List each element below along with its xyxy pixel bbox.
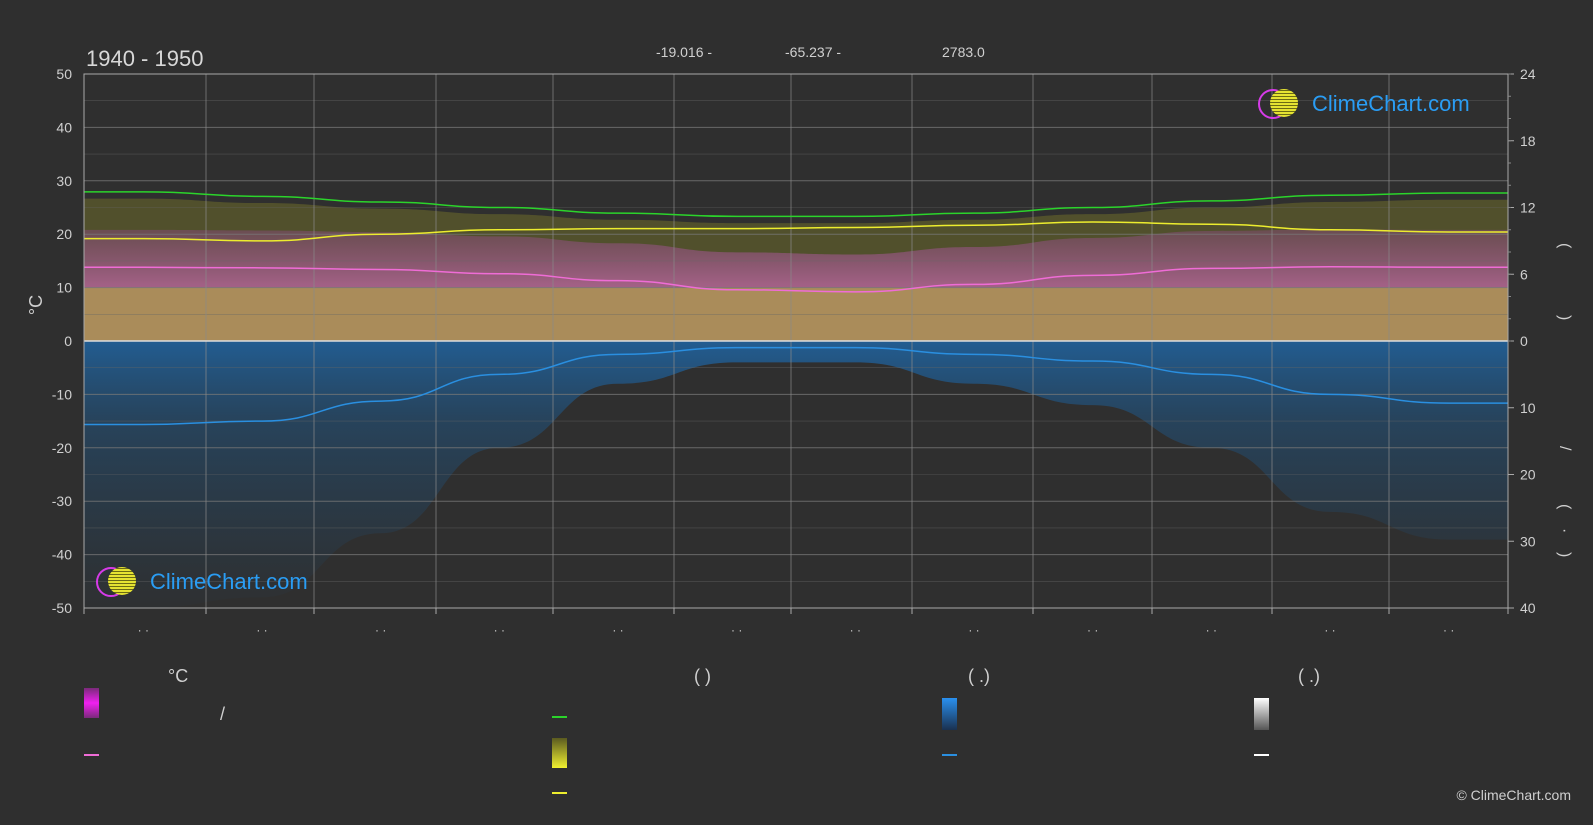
- legend-swatch-temp-range: [84, 688, 99, 718]
- grid-lines: [84, 73, 1508, 609]
- y-right-axis-label-glyph: (: [1556, 243, 1573, 249]
- x-tick-label: · ·: [612, 623, 623, 637]
- logo-sun-icon: [108, 567, 136, 595]
- y-left-tick-label: -40: [52, 547, 72, 563]
- legend-swatch-precip-range: [942, 698, 957, 730]
- y-right-axis-label-glyph: /: [1556, 446, 1573, 451]
- x-tick-label: · ·: [494, 623, 505, 637]
- background-bands: [84, 198, 1508, 608]
- y-right-precip-tick-label: 20: [1520, 467, 1536, 483]
- y-left-tick-label: 50: [56, 66, 72, 82]
- legend-heading-temperature: °C: [168, 666, 189, 686]
- y-right-axis-label-glyph: ): [1556, 552, 1573, 557]
- y-right-hours-tick-label: 24: [1520, 66, 1536, 82]
- y-right-precip-tick-label: 10: [1520, 400, 1536, 416]
- sunshine-line: [83, 191, 1508, 218]
- y-right-axis-label-glyph: (: [1556, 504, 1573, 510]
- y-right-hours-tick-label: 0: [1520, 333, 1528, 349]
- x-tick-label: · ·: [375, 623, 386, 637]
- legend-swatches: [84, 688, 1269, 794]
- axes: 50 40 30 20 10 0 -10 -20 -30 -40 -50 °C 24 18 12 6 0 10 20…: [26, 66, 1573, 637]
- temperature-mean-line: [83, 266, 1508, 293]
- legend-swatch-snow-range: [1254, 698, 1269, 730]
- legend-heading-snow: ( .): [1298, 666, 1320, 686]
- y-right-precip-tick-label: 30: [1520, 533, 1536, 549]
- copyright: © ClimeChart.com: [1456, 787, 1571, 803]
- x-tick-label: · ·: [968, 623, 979, 637]
- legend-heading-precip: ( .): [968, 666, 990, 686]
- legend-temp-range-label: /: [220, 704, 226, 724]
- x-tick-label: · ·: [1087, 623, 1098, 637]
- y-right-hours-tick-label: 18: [1520, 133, 1536, 149]
- x-tick-label: · ·: [138, 623, 149, 637]
- legend-heading-sun: ( ): [694, 666, 711, 686]
- y-left-tick-label: -10: [52, 386, 72, 402]
- logo-sun-icon: [1270, 89, 1298, 117]
- period-title: 1940 - 1950: [86, 46, 204, 71]
- y-right-hours-tick-label: 6: [1520, 266, 1528, 282]
- x-tick-label: · ·: [731, 623, 742, 637]
- logo-ring-icon: [96, 567, 136, 597]
- y-left-tick-label: -30: [52, 493, 72, 509]
- x-tick-label: · ·: [850, 623, 861, 637]
- legend-swatch-snow-mean: [1254, 754, 1269, 756]
- y-left-tick-label: 40: [56, 119, 72, 135]
- legend-swatch-sunshine: [552, 716, 567, 718]
- logo-top: ClimeChart.com: [1258, 87, 1470, 121]
- legend-swatch-daylight: [552, 792, 567, 794]
- elevation-value: 2783.0: [942, 44, 985, 60]
- legend-swatch-sun-range: [552, 738, 567, 768]
- y-left-tick-label: 20: [56, 226, 72, 242]
- y-right-precip-tick-label: 40: [1520, 600, 1536, 616]
- y-right-axis-label-glyph: ·: [1556, 528, 1573, 533]
- y-right-axis-label-glyph: ): [1556, 315, 1573, 320]
- legend-swatch-temp-mean: [84, 754, 99, 756]
- y-left-tick-label: -20: [52, 440, 72, 456]
- y-left-tick-label: -50: [52, 600, 72, 616]
- longitude-value: -65.237 -: [785, 44, 842, 60]
- logo-text: ClimeChart.com: [1312, 91, 1470, 116]
- y-left-tick-label: 0: [64, 333, 72, 349]
- logo-bottom: ClimeChart.com: [96, 565, 308, 599]
- precipitation-line: [83, 346, 1508, 426]
- logo-ring-icon: [1258, 89, 1298, 119]
- y-left-tick-label: 30: [56, 173, 72, 189]
- x-tick-label: · ·: [1206, 623, 1217, 637]
- logo-text: ClimeChart.com: [150, 569, 308, 594]
- y-left-tick-label: 10: [56, 280, 72, 296]
- x-tick-label: · ·: [1443, 623, 1454, 637]
- y-left-axis-label: °C: [26, 295, 46, 315]
- series-lines: [83, 191, 1508, 426]
- latitude-value: -19.016 -: [656, 44, 713, 60]
- legend-swatch-precip-mean: [942, 754, 957, 756]
- daylight-line: [83, 221, 1508, 242]
- x-tick-label: · ·: [256, 623, 267, 637]
- x-tick-label: · ·: [1324, 623, 1335, 637]
- y-right-hours-tick-label: 12: [1520, 200, 1536, 216]
